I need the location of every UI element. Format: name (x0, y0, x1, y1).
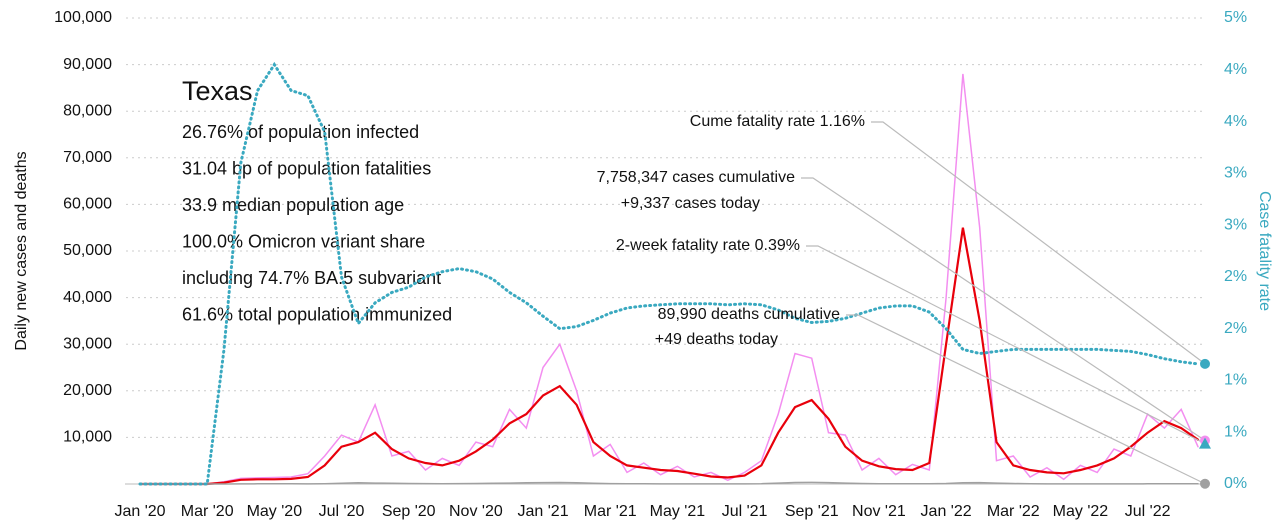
y2-tick-label: 3% (1224, 216, 1247, 233)
end-marker (1199, 437, 1211, 449)
y-tick-label: 20,000 (63, 382, 112, 399)
y-tick-label: 10,000 (63, 429, 112, 446)
annotation: 89,990 deaths cumulative (658, 306, 840, 323)
annotation: Cume fatality rate 1.16% (690, 113, 865, 130)
annotation: 7,758,347 cases cumulative (597, 169, 795, 186)
end-marker (1200, 358, 1210, 369)
leader-line (801, 177, 1206, 441)
end-marker (1200, 478, 1210, 489)
x-tick-label: Sep '21 (785, 503, 839, 520)
x-tick-label: Mar '20 (181, 503, 234, 520)
x-tick-label: Jul '21 (722, 503, 768, 520)
y-tick-label: 100,000 (54, 9, 112, 26)
panel-line: 100.0% Omicron variant share (182, 231, 425, 251)
y2-tick-label: 3% (1224, 165, 1247, 182)
leader-line (871, 121, 1206, 365)
x-tick-label: Nov '20 (449, 503, 503, 520)
x-tick-label: Sep '20 (382, 503, 436, 520)
y-tick-label: 50,000 (63, 242, 112, 259)
x-tick-label: Jul '20 (319, 503, 365, 520)
x-tick-label: Nov '21 (852, 503, 906, 520)
x-tick-label: Jul '22 (1125, 503, 1171, 520)
annotation: +49 deaths today (655, 331, 778, 348)
y2-axis-label: Case fatality rate (1256, 191, 1273, 311)
y-tick-label: 90,000 (63, 56, 112, 73)
y2-tick-label: 0% (1224, 475, 1247, 492)
panel-line: 61.6% total population immunized (182, 304, 452, 324)
y2-tick-label: 2% (1224, 320, 1247, 337)
x-tick-label: Jan '22 (921, 503, 972, 520)
y2-tick-label: 4% (1224, 61, 1247, 78)
y-tick-label: 60,000 (63, 196, 112, 213)
panel-line: 26.76% of population infected (182, 122, 419, 142)
panel-line: 31.04 bp of population fatalities (182, 158, 431, 178)
leader-line (846, 314, 1206, 485)
x-tick-label: May '21 (650, 503, 706, 520)
x-tick-label: May '20 (247, 503, 303, 520)
y-tick-label: 80,000 (63, 102, 112, 119)
panel-title: Texas (182, 76, 253, 106)
y2-tick-label: 1% (1224, 423, 1247, 440)
x-tick-label: May '22 (1053, 503, 1109, 520)
annotation: 2-week fatality rate 0.39% (616, 237, 800, 254)
y-tick-label: 70,000 (63, 149, 112, 166)
y2-tick-label: 2% (1224, 268, 1247, 285)
series-line (138, 227, 1200, 486)
y-tick-label: 30,000 (63, 335, 112, 352)
panel-line: including 74.7% BA.5 subvariant (182, 268, 441, 288)
y-axis-label: Daily new cases and deaths (13, 151, 30, 350)
x-tick-label: Mar '21 (584, 503, 637, 520)
annotation: +9,337 cases today (621, 195, 760, 212)
leader-line (806, 245, 1206, 445)
x-tick-label: Jan '21 (518, 503, 569, 520)
y2-tick-label: 5% (1224, 9, 1247, 26)
y-tick-label: 40,000 (63, 289, 112, 306)
x-tick-label: Jan '20 (114, 503, 165, 520)
y2-tick-label: 4% (1224, 113, 1247, 130)
series-line (139, 481, 1199, 485)
x-tick-label: Mar '22 (987, 503, 1040, 520)
panel-line: 33.9 median population age (182, 195, 404, 215)
y2-tick-label: 1% (1224, 372, 1247, 389)
